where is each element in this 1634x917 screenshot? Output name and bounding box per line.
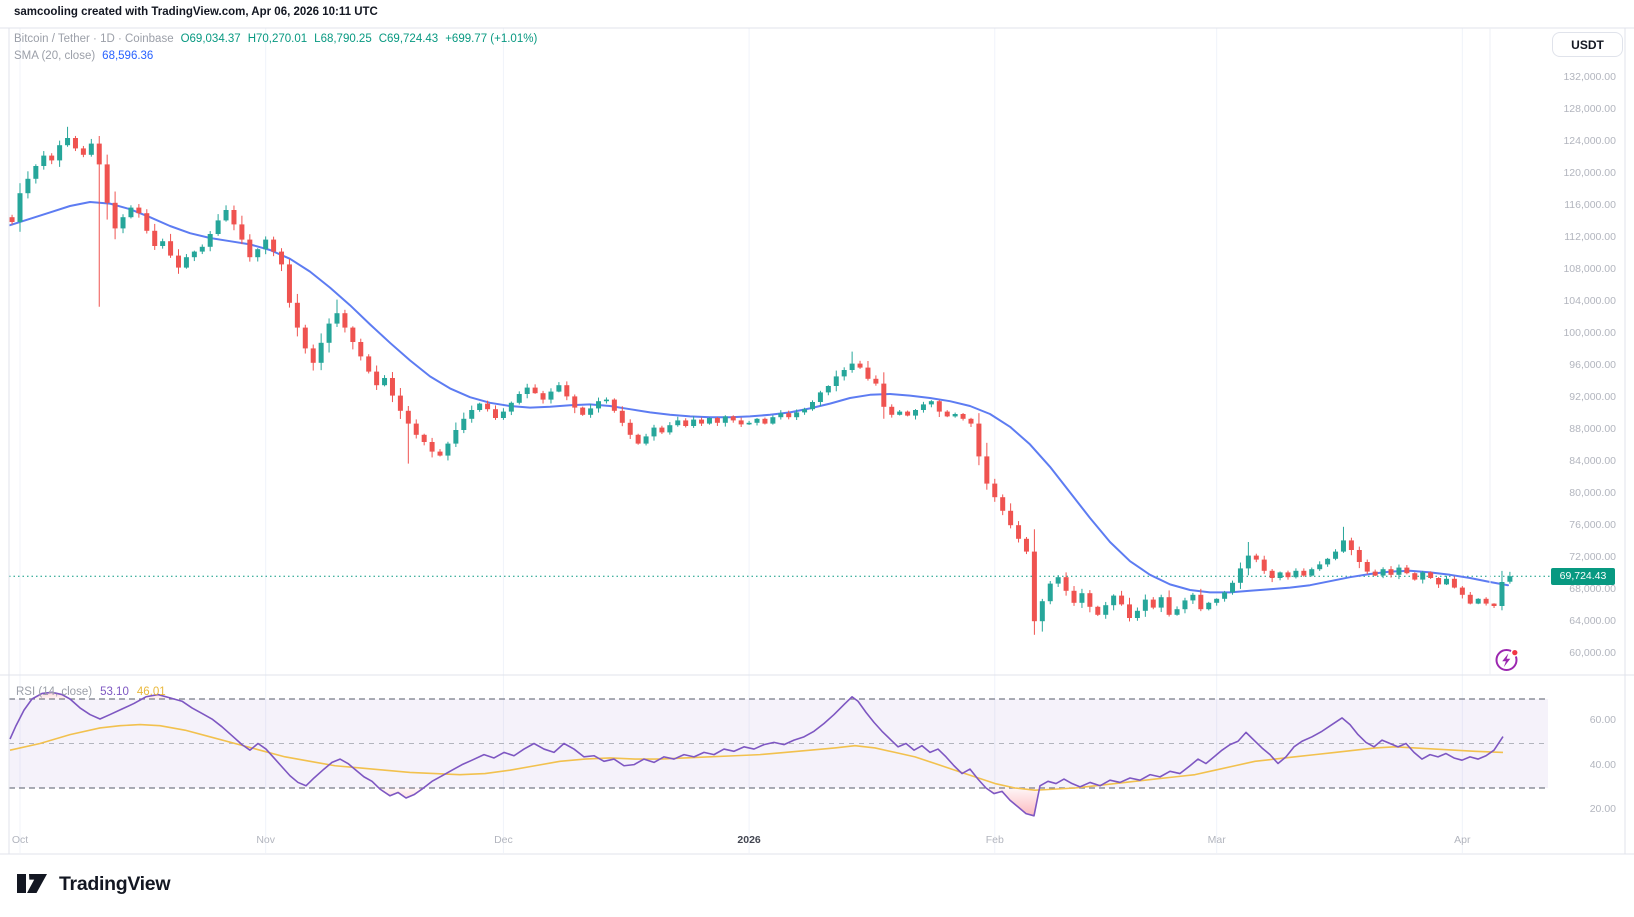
change-value: +699.77 (+1.01%): [445, 33, 538, 45]
ohlc-close: C69,724.43: [378, 33, 439, 45]
tradingview-mark-icon: [17, 874, 47, 893]
rsi-legend: RSI (14, close) 53.10 46.01: [16, 686, 166, 698]
notification-dot: [1510, 648, 1519, 657]
symbol-title: Bitcoin / Tether · 1D · Coinbase: [14, 33, 174, 45]
symbol-legend: Bitcoin / Tether · 1D · Coinbase O69,034…: [14, 33, 537, 45]
ohlc-high: H70,270.01: [247, 33, 308, 45]
last-price-label: 69,724.43: [1551, 568, 1615, 585]
tradingview-logo-text: TradingView: [59, 872, 171, 895]
sma-label: SMA (20, close): [14, 50, 96, 62]
attribution-text: samcooling created with TradingView.com,…: [14, 6, 378, 18]
lightning-icon: [1502, 653, 1511, 668]
rsi-value: 53.10: [100, 686, 129, 698]
ohlc-low: L68,790.25: [314, 33, 372, 45]
sma-value: 68,596.36: [102, 50, 154, 62]
flash-boost-icon[interactable]: [1492, 645, 1522, 675]
ohlc-open: O69,034.37: [180, 33, 241, 45]
rsi-label: RSI (14, close): [16, 686, 93, 698]
sma-legend: SMA (20, close) 68,596.36: [14, 50, 153, 62]
rsi-ma-value: 46.01: [136, 686, 166, 698]
currency-button[interactable]: USDT: [1552, 32, 1623, 57]
tradingview-logo[interactable]: TradingView: [16, 872, 171, 896]
